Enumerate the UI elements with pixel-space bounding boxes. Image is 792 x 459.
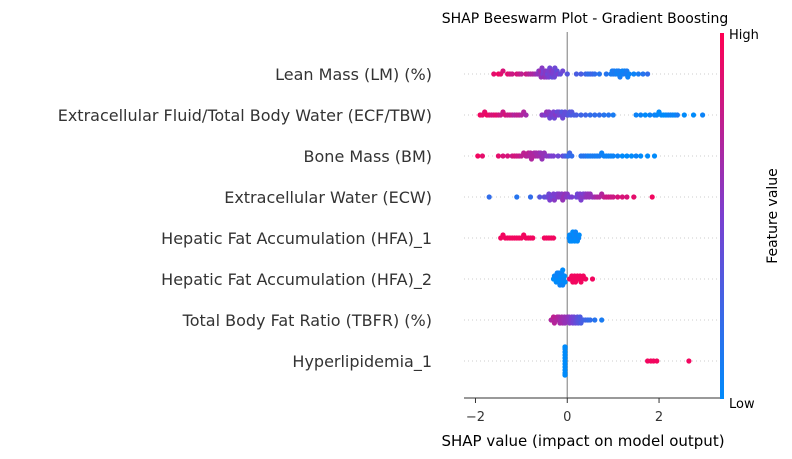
shap-point (491, 71, 497, 77)
shap-point (638, 112, 644, 118)
colorbar-high-label: High (729, 28, 759, 43)
shap-point (638, 153, 644, 159)
shap-point (573, 112, 580, 118)
shap-point (537, 194, 543, 200)
shap-point (592, 317, 598, 323)
shap-point (690, 112, 697, 118)
shap-point (523, 112, 529, 118)
feature-label: Lean Mass (LM) (%) (275, 65, 432, 84)
feature-label: Extracellular Fluid/Total Body Water (EC… (58, 106, 432, 125)
shap-point (555, 153, 561, 159)
shap-point (654, 358, 660, 364)
x-tick-label: 0 (563, 410, 571, 425)
feature-label: Hepatic Fat Accumulation (HFA)_1 (161, 229, 432, 249)
shap-point (628, 153, 635, 159)
shap-point (592, 71, 598, 77)
shap-point (603, 71, 609, 77)
shap-point (518, 71, 525, 77)
feature-label: Bone Mass (BM) (304, 147, 432, 166)
shap-point (592, 112, 598, 118)
shap-point (576, 232, 582, 238)
shap-point (649, 194, 655, 200)
shap-point (550, 153, 557, 159)
row-gridlines (464, 73, 721, 362)
x-axis-ticks: −2 0 2 (466, 398, 663, 425)
shap-point (479, 153, 485, 159)
shap-point (619, 194, 625, 200)
shap-point (500, 68, 506, 74)
shap-point (596, 71, 603, 77)
shap-point (573, 71, 580, 77)
feature-labels: Lean Mass (LM) (%) Extracellular Fluid/To… (58, 65, 432, 372)
shap-point (645, 71, 651, 77)
shap-point (599, 317, 605, 323)
colorbar (720, 33, 724, 399)
shap-point (583, 276, 589, 282)
shap-point (633, 112, 639, 118)
shap-point (615, 194, 621, 200)
shap-point (587, 112, 593, 118)
shap-point (509, 71, 515, 77)
shap-point (700, 112, 706, 118)
x-axis-label: SHAP value (impact on model output) (441, 432, 724, 450)
shap-point (569, 194, 575, 200)
shap-point (635, 71, 642, 77)
colorbar-title: Feature value (765, 168, 781, 264)
shap-point (578, 71, 584, 77)
shap-point (560, 68, 566, 74)
shap-point (651, 153, 658, 159)
shap-point (631, 194, 637, 200)
shap-point (596, 112, 603, 118)
shap-point (514, 194, 520, 200)
shap-point (681, 112, 687, 118)
shap-point (619, 153, 625, 159)
x-tick-label: 2 (655, 410, 663, 425)
chart-title: SHAP Beeswarm Plot - Gradient Boosting (442, 11, 729, 27)
shap-point (610, 194, 616, 200)
colorbar-low-label: Low (729, 397, 755, 412)
shap-point (631, 71, 637, 77)
shap-point (610, 112, 616, 118)
shap-point (647, 112, 653, 118)
shap-point (624, 194, 630, 200)
beeswarm-points (475, 65, 706, 378)
shap-point (587, 317, 593, 323)
shap-point (527, 194, 534, 200)
feature-label: Hepatic Fat Accumulation (HFA)_2 (161, 270, 432, 290)
shap-point (624, 153, 630, 159)
shap-point (562, 372, 568, 378)
feature-label: Hyperlipidemia_1 (292, 352, 432, 372)
shap-point (550, 235, 557, 241)
shap-point (610, 153, 616, 159)
shap-point (495, 153, 501, 159)
shap-point (645, 153, 651, 159)
shap-point (606, 112, 612, 118)
shap-point (561, 273, 568, 279)
shap-point (564, 71, 570, 77)
shap-point (589, 276, 596, 282)
shap-point (505, 153, 511, 159)
shap-point (674, 112, 681, 118)
shap-point (633, 153, 639, 159)
shap-point (626, 71, 632, 77)
x-tick-label: −2 (466, 410, 485, 425)
shap-point (475, 153, 481, 159)
shap-point (530, 235, 536, 241)
shap-point (486, 194, 492, 200)
shap-point (615, 153, 621, 159)
shap-point (569, 153, 575, 159)
shap-point (562, 344, 568, 350)
shap-point (583, 112, 589, 118)
shap-point (500, 153, 506, 159)
shap-point (686, 358, 692, 364)
shap-point (578, 112, 584, 118)
shap-point (642, 112, 648, 118)
feature-label: Total Body Fat Ratio (TBFR) (%) (182, 311, 432, 330)
shap-point (640, 71, 646, 77)
feature-label: Extracellular Water (ECW) (224, 188, 432, 207)
shap-point (562, 279, 568, 285)
shap-point (560, 267, 566, 273)
shap-point (601, 112, 607, 118)
